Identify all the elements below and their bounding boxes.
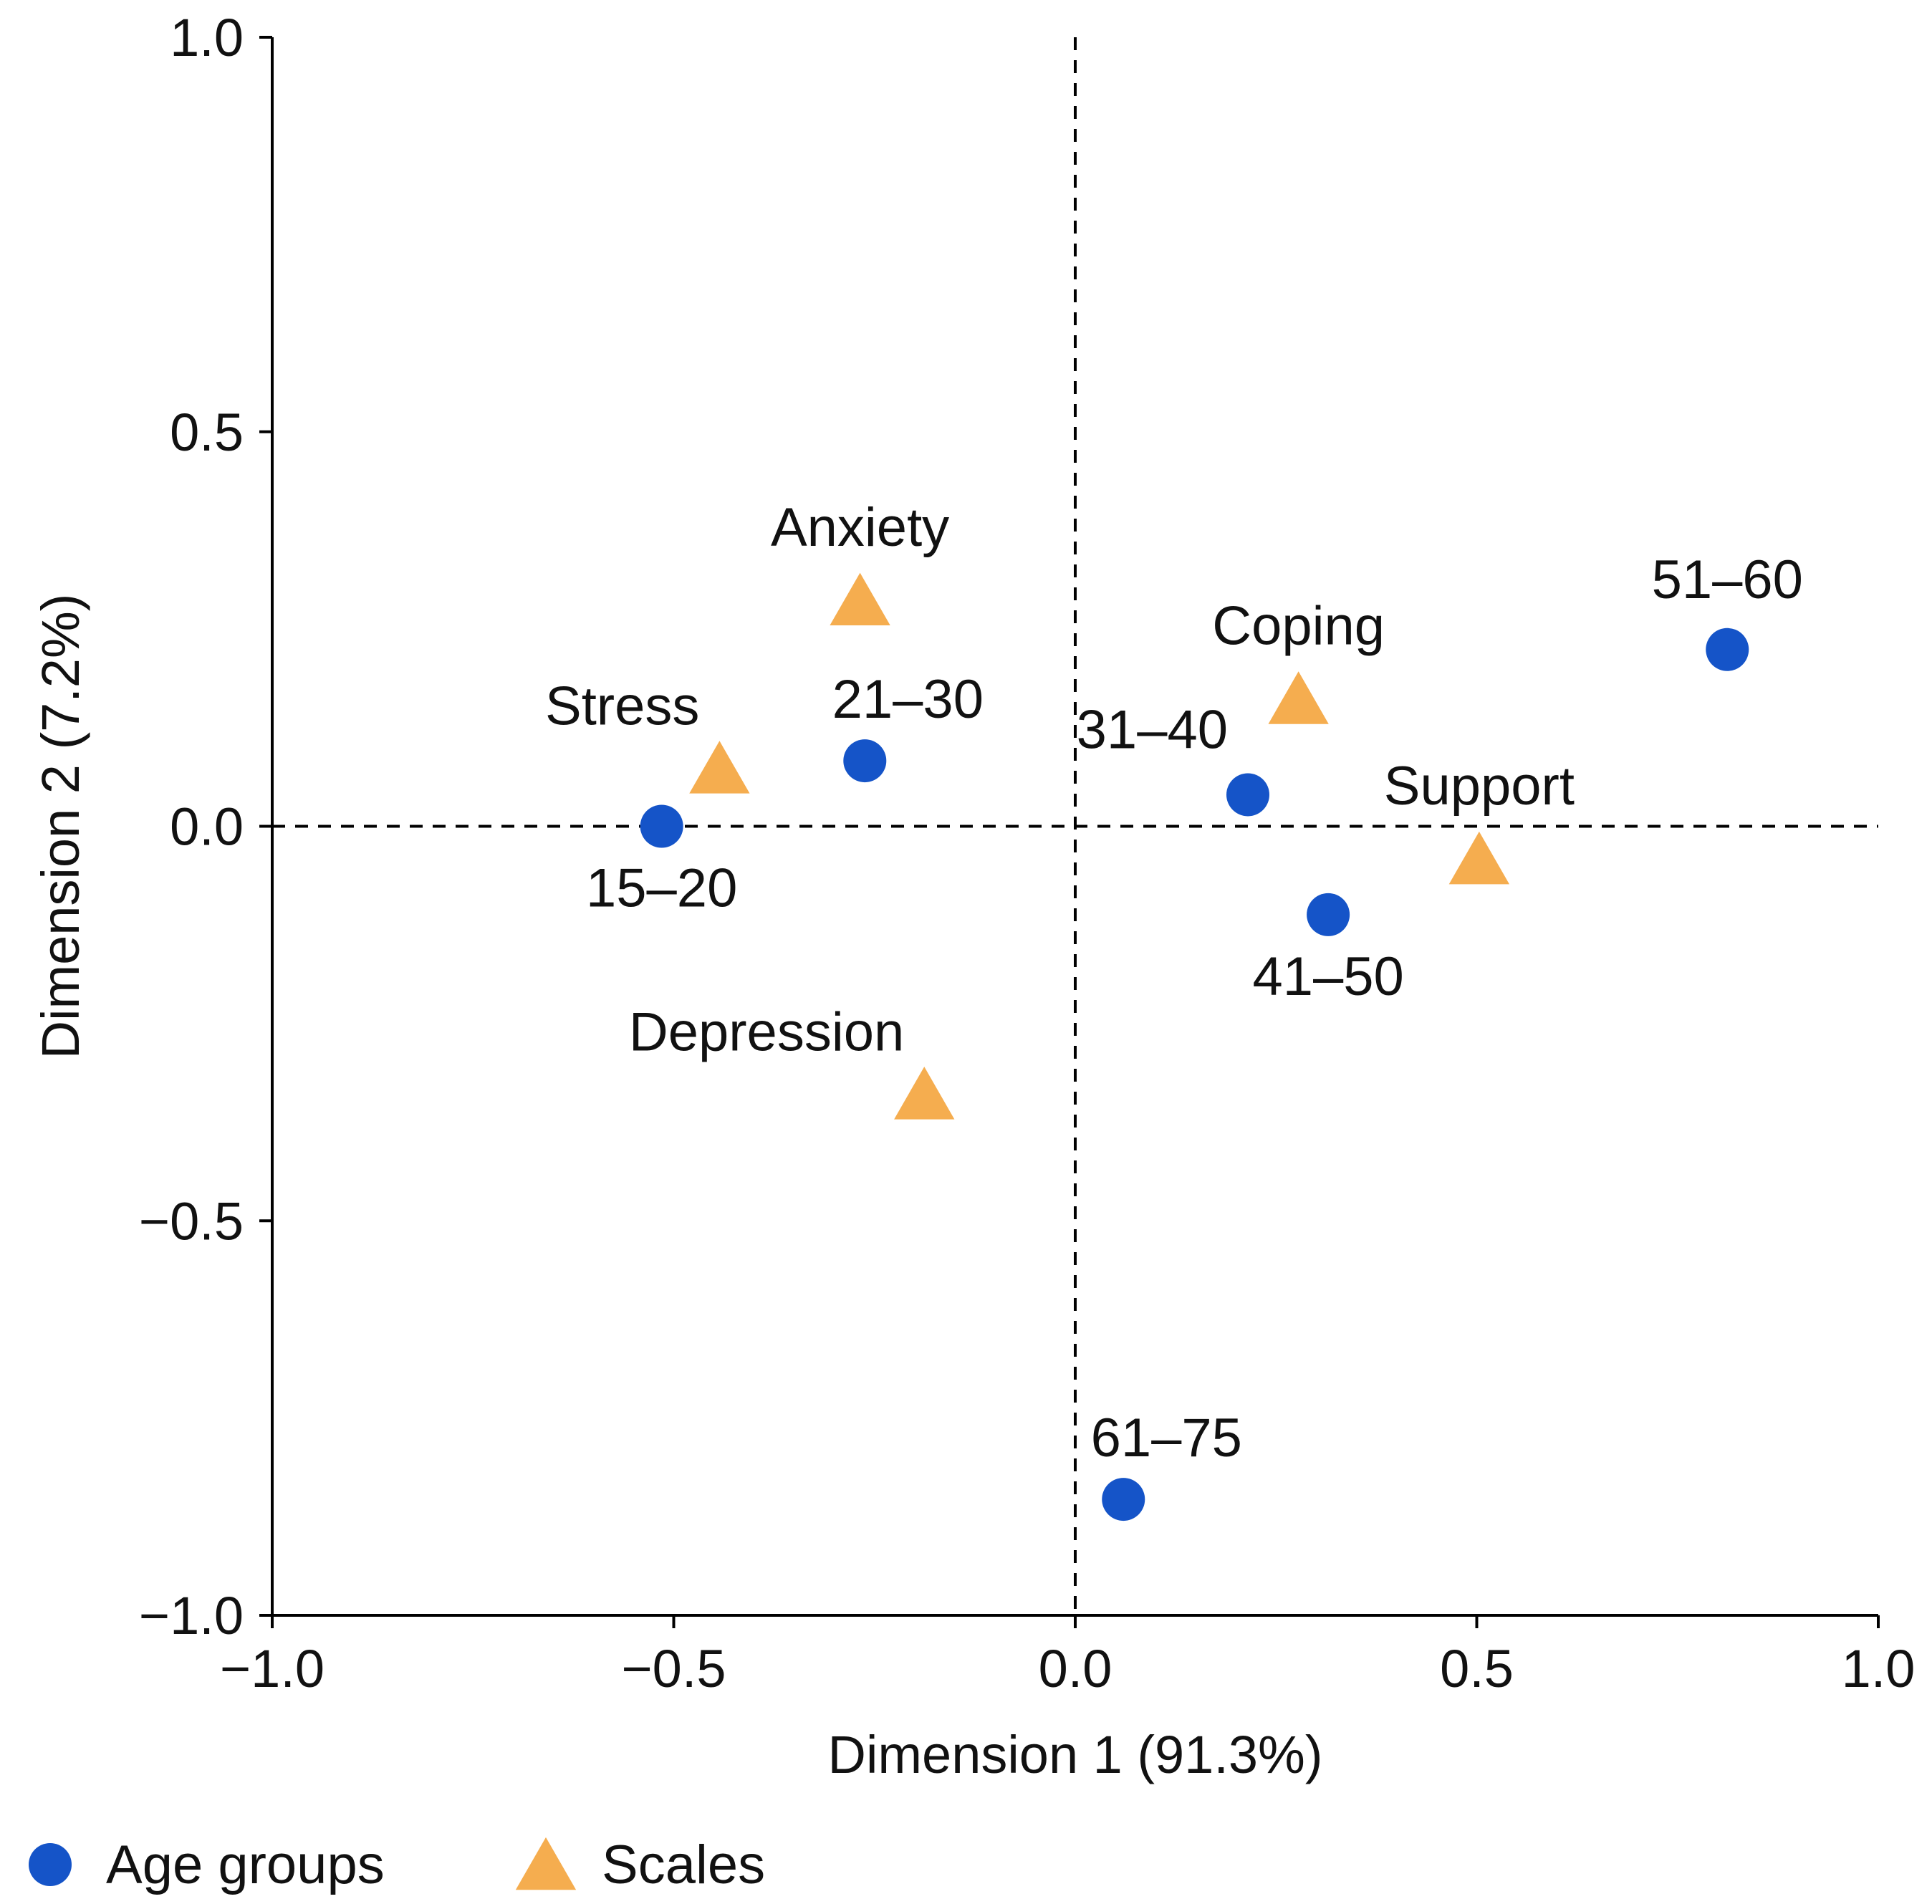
point-label: Stress xyxy=(545,675,699,736)
y-tick-label: 1.0 xyxy=(170,8,244,67)
legend-label: Age groups xyxy=(106,1835,385,1895)
scale-point xyxy=(894,1067,955,1120)
x-axis-ticks: −1.0 −0.5 0.0 0.5 1.0 xyxy=(220,1615,1915,1698)
scale-point xyxy=(1448,831,1510,885)
x-axis-title: Dimension 1 (91.3%) xyxy=(828,1725,1323,1784)
scale-point xyxy=(689,741,750,794)
legend: Age groups Scales xyxy=(29,1835,765,1895)
y-tick-label: −1.0 xyxy=(139,1586,244,1645)
data-points xyxy=(640,572,1749,1521)
x-tick-label: 0.5 xyxy=(1440,1639,1514,1698)
scale-point xyxy=(830,572,890,626)
scale-point xyxy=(1268,671,1329,724)
legend-circle-marker xyxy=(29,1843,72,1886)
x-tick-label: −0.5 xyxy=(621,1639,726,1698)
age-group-point xyxy=(1307,893,1350,936)
legend-triangle-marker xyxy=(515,1837,577,1890)
age-group-point xyxy=(1226,773,1270,817)
y-tick-label: 0.0 xyxy=(170,797,244,857)
point-label: 51–60 xyxy=(1652,549,1803,610)
point-label: 41–50 xyxy=(1252,946,1403,1007)
x-tick-label: 0.0 xyxy=(1039,1639,1112,1698)
age-group-point xyxy=(640,804,683,848)
point-label: Support xyxy=(1384,756,1575,817)
y-axis-ticks: −1.0 −0.5 0.0 0.5 1.0 xyxy=(139,8,272,1645)
point-label: Depression xyxy=(629,1001,904,1062)
age-group-point xyxy=(843,739,887,783)
point-label: 15–20 xyxy=(586,858,737,919)
y-axis-title: Dimension 2 (7.2%) xyxy=(31,594,90,1059)
legend-label: Scales xyxy=(602,1835,765,1895)
age-group-point xyxy=(1706,628,1749,671)
y-tick-label: 0.5 xyxy=(170,403,244,462)
reference-lines xyxy=(272,37,1878,1615)
point-label: 31–40 xyxy=(1077,699,1228,760)
x-tick-label: −1.0 xyxy=(220,1639,325,1698)
x-tick-label: 1.0 xyxy=(1842,1639,1916,1698)
point-labels: 15–20 21–30 31–40 41–50 51–60 61–75 Anxiety Str… xyxy=(545,497,1803,1468)
point-label: 21–30 xyxy=(832,669,984,730)
y-tick-label: −0.5 xyxy=(139,1191,244,1251)
point-label: 61–75 xyxy=(1091,1408,1242,1468)
point-label: Anxiety xyxy=(771,497,949,558)
point-label: Coping xyxy=(1212,595,1385,656)
age-group-point xyxy=(1102,1478,1145,1521)
